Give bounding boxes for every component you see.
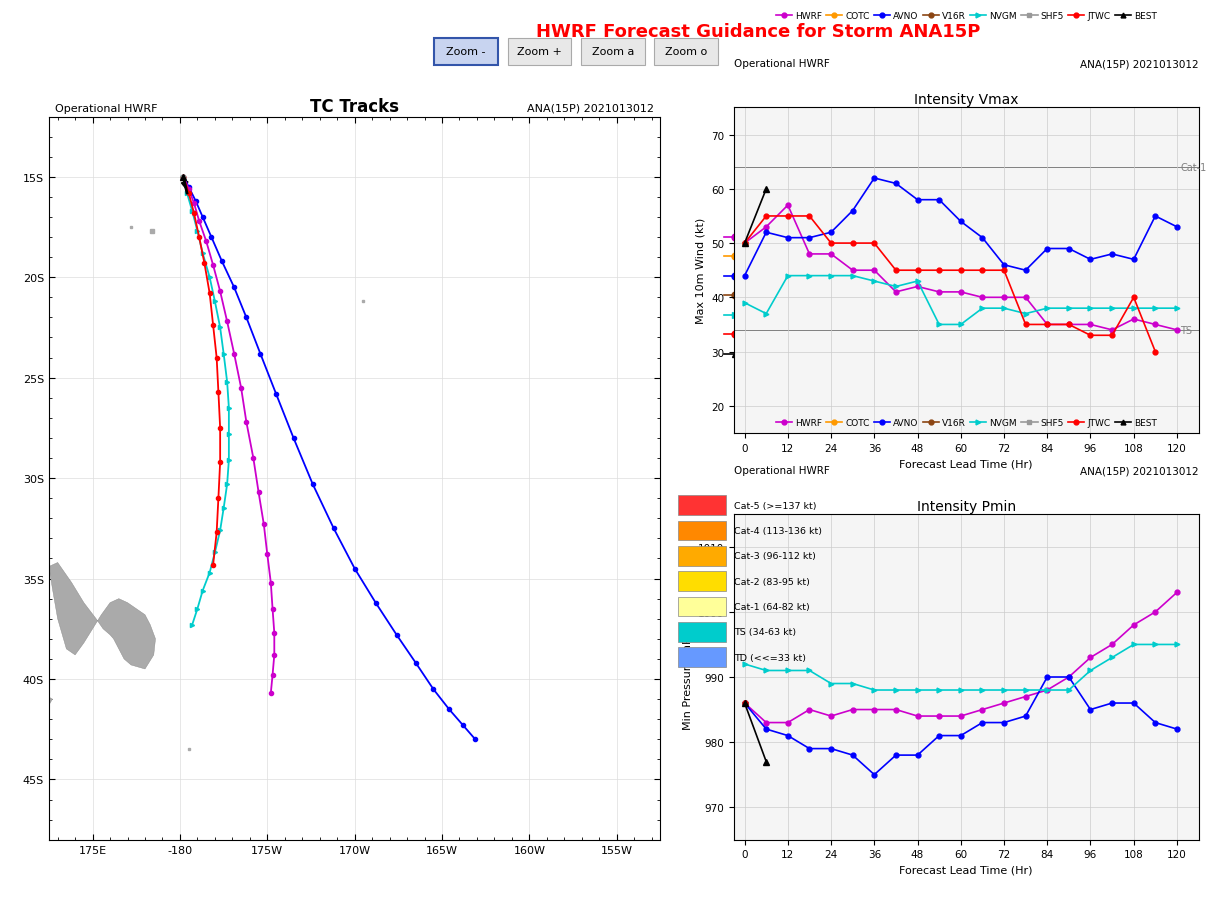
Text: ANA(15P) 2021013012: ANA(15P) 2021013012 bbox=[1080, 60, 1199, 70]
Text: Zoom o: Zoom o bbox=[665, 47, 707, 58]
Text: Operational HWRF: Operational HWRF bbox=[734, 466, 829, 476]
Title: Intensity Pmin: Intensity Pmin bbox=[916, 499, 1016, 514]
Text: Operational HWRF: Operational HWRF bbox=[734, 60, 829, 70]
Legend: HWRF, COTC, AVNO, V16R, NVGM, SHF5, JTWC, BEST: HWRF, COTC, AVNO, V16R, NVGM, SHF5, JTWC… bbox=[772, 415, 1161, 432]
Text: ANA(15P) 2021013012: ANA(15P) 2021013012 bbox=[1080, 466, 1199, 476]
Title: TC Tracks: TC Tracks bbox=[311, 98, 399, 116]
Y-axis label: Min Pressure (hPa): Min Pressure (hPa) bbox=[682, 626, 692, 729]
Text: Cat-1: Cat-1 bbox=[1180, 163, 1207, 173]
Polygon shape bbox=[49, 563, 155, 669]
Text: Cat-1 (64-82 kt): Cat-1 (64-82 kt) bbox=[734, 602, 810, 611]
Text: Cat-4 (113-136 kt): Cat-4 (113-136 kt) bbox=[734, 526, 822, 535]
Text: TD (<<=33 kt): TD (<<=33 kt) bbox=[734, 653, 806, 662]
X-axis label: Forecast Lead Time (Hr): Forecast Lead Time (Hr) bbox=[899, 459, 1033, 469]
Legend: HWRF, COTC, AVNO, V16R, NVGM, SHF5, JTWC, BEST: HWRF, COTC, AVNO, V16R, NVGM, SHF5, JTWC… bbox=[772, 9, 1161, 25]
Y-axis label: Max 10m Wind (kt): Max 10m Wind (kt) bbox=[696, 218, 706, 324]
Text: Cat-5 (>=137 kt): Cat-5 (>=137 kt) bbox=[734, 501, 816, 510]
Polygon shape bbox=[0, 695, 53, 800]
Text: ANA(15P) 2021013012: ANA(15P) 2021013012 bbox=[527, 104, 654, 114]
Text: HWRF Forecast Guidance for Storm ANA15P: HWRF Forecast Guidance for Storm ANA15P bbox=[536, 23, 981, 41]
Text: TS (34-63 kt): TS (34-63 kt) bbox=[734, 628, 796, 637]
Text: Operational HWRF: Operational HWRF bbox=[55, 104, 158, 114]
Legend: HWRF, COTC, AVNO, V16R, NVGM, JTWC, BEST: HWRF, COTC, AVNO, V16R, NVGM, JTWC, BEST bbox=[724, 232, 789, 361]
Text: Cat-3 (96-112 kt): Cat-3 (96-112 kt) bbox=[734, 552, 816, 561]
X-axis label: Forecast Lead Time (Hr): Forecast Lead Time (Hr) bbox=[899, 865, 1033, 875]
Text: Zoom +: Zoom + bbox=[517, 47, 561, 58]
Text: Cat-2 (83-95 kt): Cat-2 (83-95 kt) bbox=[734, 577, 810, 586]
Title: Intensity Vmax: Intensity Vmax bbox=[914, 93, 1019, 107]
Text: TS: TS bbox=[1180, 325, 1192, 336]
Text: Zoom a: Zoom a bbox=[592, 47, 634, 58]
Text: Zoom -: Zoom - bbox=[446, 47, 486, 58]
